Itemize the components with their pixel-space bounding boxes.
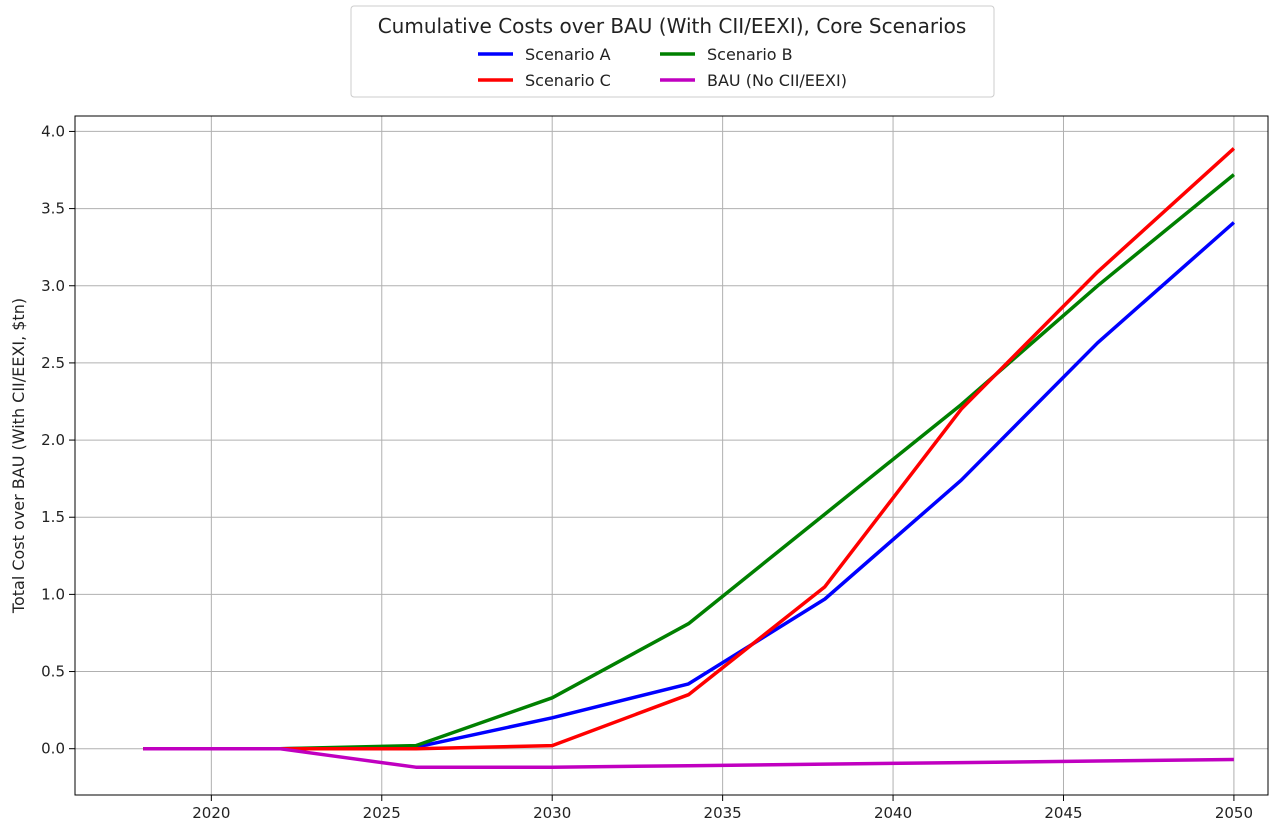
x-tick-label: 2045 xyxy=(1044,804,1082,822)
series-line-scenario-b xyxy=(143,173,1236,751)
y-tick-label: 2.0 xyxy=(41,431,65,449)
y-tick-label: 0.0 xyxy=(41,740,65,758)
series-line-scenario-c xyxy=(143,147,1236,751)
x-tick-label: 2035 xyxy=(704,804,742,822)
legend-label: Scenario C xyxy=(525,71,611,90)
x-tick-label: 2040 xyxy=(874,804,912,822)
legend-label: BAU (No CII/EEXI) xyxy=(707,71,847,90)
x-tick-label: 2030 xyxy=(533,804,571,822)
legend-label: Scenario B xyxy=(707,45,793,64)
legend-items: Scenario A Scenario C Scenario B BAU (No CI… xyxy=(478,45,847,90)
plot-area-frame xyxy=(74,115,1269,796)
legend-label: Scenario A xyxy=(525,45,611,64)
axis-ticks: 2020 2025 2030 2035 2040 2045 2050 0.0 0.5 1.0 1.5… xyxy=(41,122,1253,822)
y-tick-label: 4.0 xyxy=(41,122,65,140)
y-tick-label: 3.5 xyxy=(41,200,65,218)
y-tick-label: 2.5 xyxy=(41,354,65,372)
legend: Cumulative Costs over BAU (With CII/EEXI… xyxy=(350,5,995,98)
series-line-bau-no-cii-eexi xyxy=(143,746,1234,769)
grid-lines xyxy=(75,116,1268,795)
series-lines xyxy=(143,147,1236,769)
y-tick-label: 3.0 xyxy=(41,277,65,295)
y-tick-label: 1.0 xyxy=(41,585,65,603)
x-tick-label: 2025 xyxy=(363,804,401,822)
legend-title: Cumulative Costs over BAU (With CII/EEXI… xyxy=(378,14,967,38)
x-tick-label: 2020 xyxy=(192,804,230,822)
legend-box xyxy=(350,5,995,98)
y-axis-label: Total Cost over BAU (With CII/EEXI, $tn) xyxy=(9,298,28,614)
y-tick-label: 1.5 xyxy=(41,508,65,526)
x-tick-label: 2050 xyxy=(1215,804,1253,822)
y-tick-label: 0.5 xyxy=(41,663,65,681)
